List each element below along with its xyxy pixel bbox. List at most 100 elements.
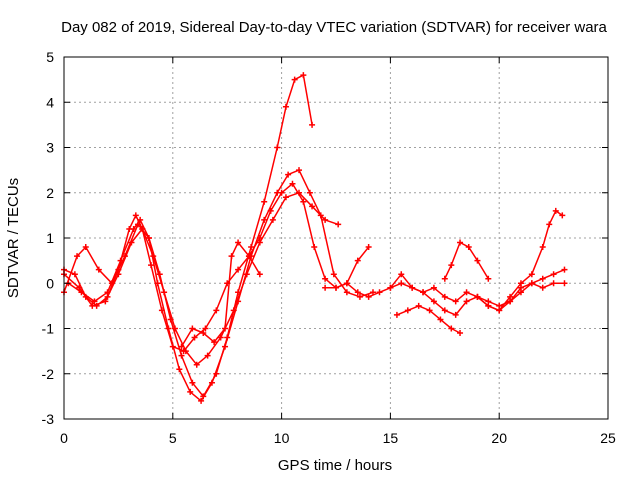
data-point-marker	[132, 212, 139, 219]
data-point-marker	[289, 180, 296, 187]
data-point-marker	[296, 167, 303, 174]
data-point-marker	[230, 307, 237, 314]
data-point-marker	[485, 275, 492, 282]
x-tick-label: 10	[274, 430, 290, 446]
data-point-marker	[204, 352, 211, 359]
data-point-marker	[393, 311, 400, 318]
data-point-marker	[546, 221, 553, 228]
data-point-marker	[387, 284, 394, 291]
data-point-marker	[309, 121, 316, 128]
data-point-marker	[300, 198, 307, 205]
series-track-8	[393, 302, 464, 337]
series-line	[476, 210, 564, 312]
data-point-marker	[261, 216, 268, 223]
data-point-marker	[507, 293, 514, 300]
data-point-marker	[539, 244, 546, 251]
data-point-marker	[235, 239, 242, 246]
data-point-marker	[420, 289, 427, 296]
data-point-marker	[274, 189, 281, 196]
data-point-marker	[128, 239, 135, 246]
data-point-marker	[211, 339, 218, 346]
data-point-marker	[208, 379, 215, 386]
data-point-marker	[178, 352, 185, 359]
data-point-marker	[165, 325, 172, 332]
data-point-marker	[333, 284, 339, 291]
data-point-marker	[235, 266, 242, 273]
data-point-marker	[485, 302, 492, 309]
data-point-marker	[430, 298, 437, 305]
data-point-marker	[561, 266, 568, 273]
data-point-marker	[274, 144, 281, 151]
data-point-marker	[448, 262, 455, 269]
data-point-marker	[76, 284, 83, 291]
data-point-marker	[191, 334, 198, 341]
series-track-5	[178, 239, 263, 350]
data-point-marker	[178, 343, 185, 350]
data-point-marker	[213, 307, 220, 314]
y-tick-label: -1	[42, 321, 55, 337]
data-point-marker	[437, 316, 444, 323]
data-point-marker	[354, 289, 361, 296]
data-point-marker	[245, 253, 252, 260]
data-point-marker	[161, 289, 168, 296]
data-point-marker	[561, 280, 568, 287]
data-point-marker	[409, 284, 416, 291]
data-point-marker	[559, 212, 566, 219]
data-point-marker	[398, 280, 405, 287]
data-point-marker	[256, 239, 263, 246]
data-point-marker	[176, 366, 183, 373]
y-tick-label: 4	[46, 94, 54, 110]
chart-title: Day 082 of 2019, Sidereal Day-to-day VTE…	[61, 19, 607, 36]
data-point-marker	[335, 221, 342, 228]
data-point-marker	[356, 293, 363, 300]
data-point-marker	[322, 216, 329, 223]
data-point-marker	[452, 311, 459, 318]
data-point-marker	[539, 284, 546, 291]
data-point-marker	[95, 266, 102, 273]
data-point-marker	[322, 284, 329, 291]
data-point-marker	[139, 225, 146, 232]
series-line	[444, 241, 490, 280]
data-point-marker	[539, 275, 546, 282]
data-point-marker	[343, 289, 350, 296]
data-point-marker	[463, 289, 470, 296]
y-tick-label: 1	[46, 230, 54, 246]
data-point-marker	[102, 298, 109, 305]
data-point-marker	[228, 253, 235, 260]
series-layer	[61, 72, 568, 404]
data-point-marker	[415, 302, 422, 309]
data-point-marker	[285, 171, 292, 178]
series-track-3	[65, 167, 376, 404]
data-point-marker	[426, 307, 433, 314]
data-point-marker	[222, 343, 229, 350]
series-track-9	[441, 239, 492, 282]
x-tick-label: 5	[169, 430, 177, 446]
data-point-marker	[291, 76, 298, 83]
data-point-marker	[150, 253, 157, 260]
data-point-marker	[115, 271, 122, 278]
x-axis-label: GPS time / hours	[278, 457, 392, 474]
data-point-marker	[463, 298, 470, 305]
data-point-marker	[354, 257, 361, 264]
data-point-marker	[365, 244, 372, 251]
data-point-marker	[200, 330, 207, 337]
x-tick-label: 0	[60, 430, 68, 446]
data-point-marker	[496, 307, 503, 314]
data-point-marker	[71, 271, 78, 278]
data-point-marker	[189, 379, 196, 386]
data-point-marker	[528, 271, 535, 278]
data-point-marker	[300, 72, 307, 79]
data-point-marker	[89, 302, 96, 309]
data-point-marker	[145, 235, 152, 241]
data-point-marker	[222, 325, 229, 332]
data-point-marker	[198, 397, 205, 404]
y-tick-label: 0	[46, 275, 54, 291]
data-point-marker	[74, 253, 81, 260]
data-point-marker	[182, 348, 189, 355]
data-point-marker	[398, 271, 405, 278]
data-point-marker	[457, 239, 464, 246]
data-point-marker	[465, 244, 472, 251]
y-tick-label: -3	[42, 411, 55, 427]
data-point-marker	[248, 244, 255, 251]
